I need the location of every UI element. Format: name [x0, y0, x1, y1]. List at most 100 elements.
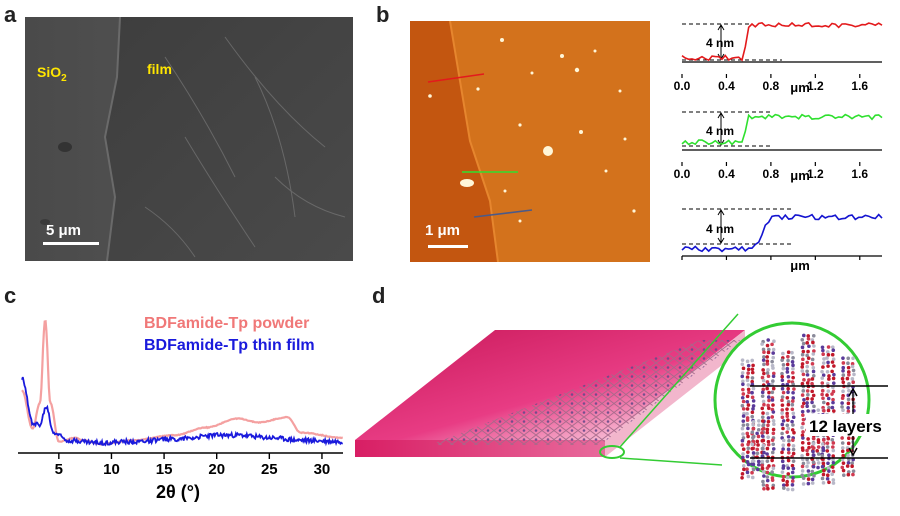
atom: [787, 379, 791, 384]
atom: [780, 374, 785, 379]
atom: [766, 486, 770, 491]
atom: [850, 464, 854, 469]
x-tick-label: 25: [261, 461, 278, 478]
atom: [781, 466, 786, 470]
atom: [801, 357, 805, 362]
atom: [742, 467, 746, 472]
atom: [767, 390, 771, 395]
atom: [820, 442, 825, 446]
atom: [792, 430, 796, 435]
atom: [786, 390, 790, 395]
atom: [780, 386, 785, 391]
atom: [745, 375, 750, 380]
atom: [760, 434, 765, 438]
atom: [761, 399, 766, 404]
atom: [762, 486, 766, 491]
profile-plot-blue: [681, 208, 883, 257]
atom: [830, 472, 834, 477]
atom: [791, 355, 795, 360]
atom: [791, 411, 796, 416]
atom: [741, 447, 746, 452]
atom: [761, 483, 766, 487]
atom: [766, 374, 771, 379]
atom: [806, 334, 811, 338]
atom: [851, 356, 855, 361]
atom: [801, 430, 805, 434]
atom: [810, 400, 814, 405]
atom: [816, 445, 821, 449]
atom: [770, 470, 774, 474]
atom: [800, 469, 805, 473]
atom: [785, 430, 790, 434]
atom: [747, 390, 751, 395]
arrow-heads: [717, 112, 725, 146]
atom: [830, 465, 835, 469]
label-substrate: SiO2: [37, 64, 67, 84]
atom: [745, 399, 750, 404]
atom: [846, 365, 851, 370]
atom: [800, 345, 805, 350]
atom: [766, 439, 771, 444]
atom: [750, 475, 755, 480]
film-edge: [449, 21, 499, 262]
atom: [821, 361, 826, 365]
atom: [811, 464, 816, 469]
atom: [770, 478, 775, 482]
atom: [811, 449, 815, 454]
atom: [741, 387, 745, 392]
atom: [750, 358, 755, 363]
atom: [770, 342, 774, 347]
x-tick-label: 0.8: [763, 167, 780, 181]
atom: [831, 441, 836, 445]
atom: [825, 393, 829, 397]
atom: [841, 373, 846, 377]
atom: [802, 397, 806, 402]
atom: [780, 358, 784, 362]
atom: [746, 403, 751, 407]
atom: [762, 402, 766, 407]
atom: [786, 426, 791, 431]
x-tick-label: 5: [55, 461, 63, 478]
atom: [800, 337, 805, 342]
atom: [765, 359, 770, 364]
atom: [846, 436, 851, 441]
x-tick-label: 0.8: [763, 79, 780, 93]
x-tick-label: 0.8: [763, 271, 780, 272]
atom: [846, 356, 851, 361]
atom: [757, 419, 761, 423]
atom: [811, 409, 816, 413]
atom: [740, 438, 745, 443]
atom: [771, 403, 775, 407]
atom: [762, 474, 766, 478]
atom: [765, 362, 770, 366]
atom: [785, 395, 790, 400]
profile-plot-green: [681, 111, 883, 151]
profile-line-blue: [473, 209, 533, 218]
atom: [740, 426, 745, 431]
atom: [761, 470, 766, 474]
atom: [785, 423, 790, 428]
atom: [756, 462, 761, 467]
atom: [826, 466, 831, 470]
atom: [812, 349, 816, 353]
atom: [765, 371, 770, 375]
legend-powder: BDFamide-Tp powder: [144, 315, 309, 332]
atom: [750, 370, 755, 375]
atom: [826, 461, 830, 466]
atom: [805, 381, 810, 385]
series-powder: [21, 319, 343, 446]
atom: [821, 461, 826, 466]
atom: [762, 350, 766, 355]
atom: [805, 448, 809, 453]
atom: [765, 483, 769, 488]
atom: [801, 372, 806, 377]
atom: [766, 347, 771, 352]
atom: [781, 483, 786, 487]
atom: [781, 447, 785, 451]
atom: [831, 454, 836, 458]
arrow-heads: [717, 209, 725, 244]
atom: [820, 453, 825, 458]
atom: [791, 466, 796, 471]
atom: [826, 360, 830, 365]
atom: [790, 399, 795, 403]
